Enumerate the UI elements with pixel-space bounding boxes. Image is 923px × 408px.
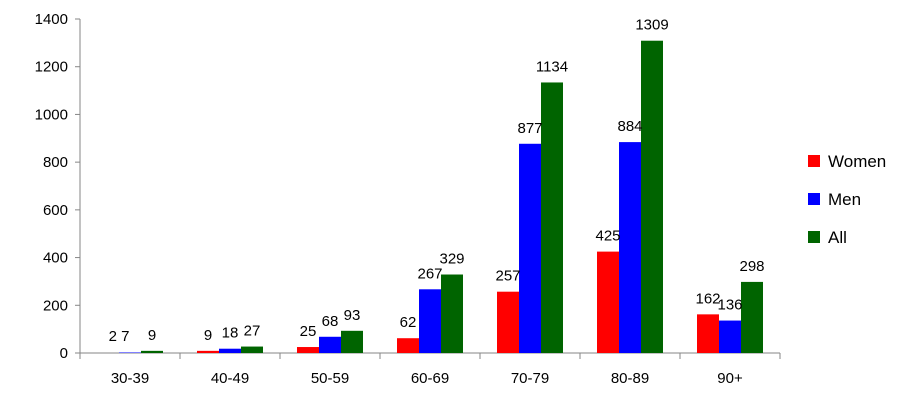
data-label-men: 136	[717, 297, 742, 314]
data-label-women: 257	[495, 268, 520, 285]
y-tick-label: 1200	[35, 59, 68, 76]
x-tick-label: 80-89	[611, 370, 649, 387]
legend-label-men: Men	[828, 190, 861, 209]
x-tick-label: 60-69	[411, 370, 449, 387]
bars	[119, 40, 763, 354]
y-tick-label: 1400	[35, 11, 68, 28]
y-tick-label: 600	[43, 202, 68, 219]
y-tick-label: 400	[43, 250, 68, 267]
y-tick-label: 1000	[35, 106, 68, 123]
bar-all	[341, 330, 363, 353]
x-tick-label: 40-49	[211, 370, 249, 387]
legend-swatch-all	[808, 231, 820, 243]
bar-men	[719, 320, 741, 353]
x-tick-label: 50-59	[311, 370, 349, 387]
x-tick-label: 30-39	[111, 370, 149, 387]
bar-men	[519, 143, 541, 353]
y-axis: 0 200 400 600 800 1000 1200 1400	[35, 11, 81, 362]
data-label-all: 27	[244, 323, 261, 340]
x-axis: 30-39 40-49 50-59 60-69 70-79 80-89 90+	[79, 352, 781, 387]
bar-all	[641, 40, 663, 354]
bar-women	[697, 314, 719, 353]
bar-women	[397, 338, 419, 353]
y-tick-label: 800	[43, 154, 68, 171]
x-tick-label: 70-79	[511, 370, 549, 387]
data-label-women: 162	[695, 290, 720, 307]
data-label-all: 93	[344, 307, 361, 324]
data-label-all: 1134	[536, 58, 568, 75]
bar-all	[141, 350, 163, 353]
bar-men	[119, 352, 141, 353]
data-label-men: 884	[617, 118, 642, 135]
bar-women	[197, 350, 219, 353]
data-label-women: 25	[300, 323, 317, 340]
y-tick-label: 0	[60, 345, 68, 362]
data-label-men: 267	[417, 265, 442, 282]
bar-all	[441, 274, 463, 353]
data-label-all: 329	[439, 251, 464, 268]
data-label-all: 9	[148, 327, 156, 344]
bar-men	[219, 348, 241, 353]
bar-women	[297, 347, 319, 353]
y-tick-label: 200	[43, 297, 68, 314]
bar-all	[241, 346, 263, 353]
data-label-men: 18	[222, 325, 239, 342]
bar-men	[419, 289, 441, 353]
legend-label-all: All	[828, 228, 847, 247]
x-tick-label: 90+	[717, 370, 743, 387]
data-label-men: 2 7	[109, 328, 130, 345]
bar-men	[319, 336, 341, 353]
data-label-women: 425	[595, 228, 620, 245]
bar-women	[497, 291, 519, 353]
legend-swatch-men	[808, 193, 820, 205]
bar-women	[597, 251, 619, 353]
data-label-women: 62	[400, 314, 417, 331]
legend-label-women: Women	[828, 152, 886, 171]
bar-men	[619, 142, 641, 353]
data-label-all: 298	[739, 258, 764, 275]
bar-all	[541, 82, 563, 354]
legend-swatch-women	[808, 155, 820, 167]
data-label-all: 1309	[635, 17, 668, 34]
bar-all	[741, 281, 763, 353]
data-label-men: 68	[322, 313, 339, 330]
data-label-men: 877	[517, 120, 542, 137]
data-label-women: 9	[204, 327, 212, 344]
legend: Women Men All	[808, 152, 886, 247]
